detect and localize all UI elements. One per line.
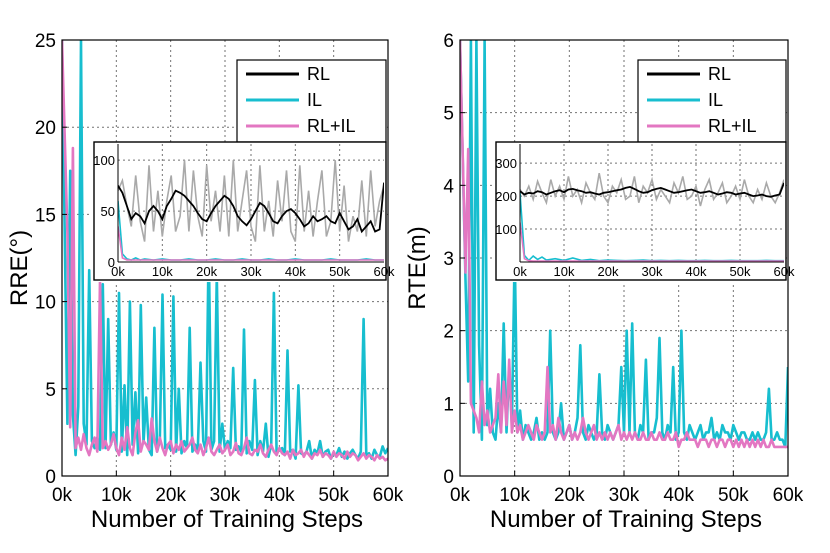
rte-legend-label: RL+IL	[708, 116, 757, 136]
rre-inset-xtick-label: 60k	[374, 264, 395, 279]
rre-inset-series	[118, 182, 384, 234]
rre-inset-xtick-label: 30k	[241, 264, 262, 279]
rte-inset-xtick-label: 50k	[730, 264, 751, 279]
rte-inset-xtick-label: 10k	[554, 264, 575, 279]
rte-inset-series	[520, 172, 784, 207]
rte-ytick-label: 1	[443, 394, 454, 415]
rre-inset-xtick-label: 50k	[329, 264, 350, 279]
rte-ytick-label: 0	[443, 467, 454, 488]
rte-panel: 0k 10k 20k 30k 40k 50k 60k 0 1 2 3 4 5 6 Number of Tra…	[404, 31, 804, 533]
rre-ytick-label: 25	[35, 31, 56, 52]
rre-inset-xtick-label: 20k	[196, 264, 217, 279]
rte-inset-ytick-label: 100	[495, 222, 517, 237]
rre-inset-ytick-label: 100	[93, 153, 115, 168]
rre-inset-xtick-label: 10k	[152, 264, 173, 279]
rre-xtick-label: 30k	[210, 485, 241, 506]
rre-series-rl-plus-il	[62, 40, 388, 462]
rre-xlabel: Number of Training Steps	[91, 506, 363, 533]
rre-ytick-label: 0	[45, 467, 56, 488]
rre-inset: 0k 10k 20k 30k 40k 50k 60k 0 50 100	[92, 141, 395, 282]
rre-inset-xtick-label: 0k	[111, 264, 125, 279]
rte-xtick-label: 40k	[663, 485, 694, 506]
rre-inset-series	[118, 226, 384, 261]
rte-inset: 0k 10k 20k 30k 40k 50k 60k 100 200 300	[494, 141, 795, 282]
rre-ytick-label: 20	[35, 118, 56, 139]
rte-inset-xtick-label: 0k	[513, 264, 527, 279]
rte-xtick-label: 0k	[450, 485, 471, 506]
rte-inset-ytick-label: 200	[495, 189, 517, 204]
rte-ytick-label: 5	[443, 104, 454, 125]
rre-xtick-label: 10k	[101, 485, 132, 506]
rte-inset-xtick-label: 60k	[774, 264, 795, 279]
rte-inset-series	[520, 182, 784, 198]
rre-xtick-label: 40k	[264, 485, 295, 506]
rre-inset-series	[118, 160, 384, 242]
rre-xtick-label: 50k	[318, 485, 349, 506]
rte-legend-label: RL	[708, 64, 731, 84]
rte-inset-xtick-label: 20k	[598, 264, 619, 279]
rre-inset-ytick-label: 50	[101, 204, 115, 219]
rre-inset-ytick-label: 0	[108, 255, 115, 270]
rre-ytick-label: 10	[35, 293, 56, 314]
rte-xtick-label: 60k	[773, 485, 804, 506]
rre-xtick-label: 60k	[373, 485, 404, 506]
rre-ytick-label: 5	[45, 380, 56, 401]
rte-legend: RL IL RL+IL	[637, 59, 787, 143]
rte-legend-label: IL	[708, 90, 723, 110]
rte-ylabel: RTE(m)	[404, 226, 431, 310]
rre-ytick-label: 15	[35, 205, 56, 226]
rte-ytick-label: 3	[443, 249, 454, 270]
rte-series-il	[460, 40, 788, 449]
rte-inset-series	[520, 222, 784, 262]
rre-legend: RL IL RL+IL	[236, 59, 387, 143]
rte-xtick-label: 20k	[554, 485, 585, 506]
rre-inset-xtick-label: 40k	[285, 264, 306, 279]
rre-legend-label: RL	[307, 64, 330, 84]
rre-legend-label: IL	[307, 90, 322, 110]
rte-series-rl-plus-il	[460, 40, 788, 449]
rte-xlabel: Number of Training Steps	[490, 506, 762, 533]
rte-ytick-label: 2	[443, 322, 454, 343]
rte-inset-xtick-label: 30k	[642, 264, 663, 279]
rte-ytick-label: 6	[443, 31, 454, 52]
rte-xtick-label: 50k	[718, 485, 749, 506]
rte-ytick-label: 4	[443, 176, 454, 197]
rre-legend-label: RL+IL	[307, 116, 356, 136]
rre-ylabel: RRE(°)	[6, 230, 33, 306]
rre-xtick-label: 20k	[155, 485, 186, 506]
rre-panel: 0k 10k 20k 30k 40k 50k 60k 0 5 10 15 20 25 Number of …	[6, 31, 404, 533]
rte-xtick-label: 30k	[609, 485, 640, 506]
rte-inset-ytick-label: 300	[495, 156, 517, 171]
rte-inset-xtick-label: 40k	[686, 264, 707, 279]
rte-xtick-label: 10k	[499, 485, 530, 506]
rre-xtick-label: 0k	[52, 485, 73, 506]
